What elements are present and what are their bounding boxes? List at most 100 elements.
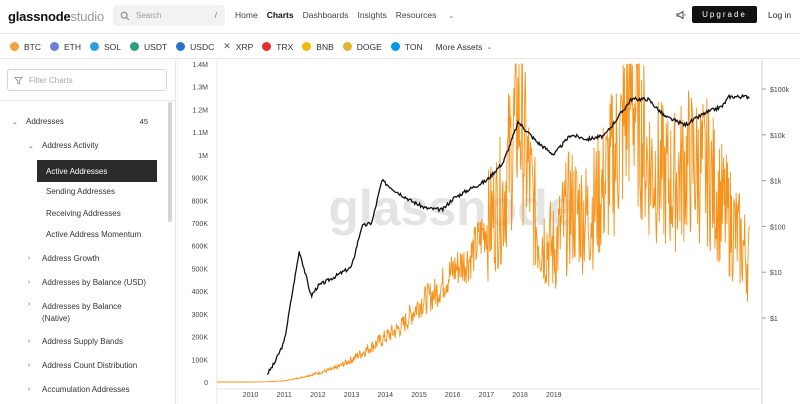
trx-icon <box>262 42 272 51</box>
doge-icon <box>342 42 352 51</box>
asset-label: TRX <box>276 41 294 52</box>
asset-label: USDC <box>190 41 215 52</box>
nav-insights[interactable]: Insights <box>357 10 387 20</box>
group-address-supply-bands[interactable]: › Address Supply Bands <box>28 337 123 346</box>
x-tick-label: 2017 <box>479 392 495 399</box>
chart-sidebar: Filter Charts ⌄ Addresses 45 ⌄ Address A… <box>0 60 176 404</box>
y-left-tick-label: 500K <box>192 266 209 273</box>
category-count: 45 <box>139 117 148 126</box>
x-tick-label: 2016 <box>445 392 461 399</box>
group-address-growth[interactable]: › Address Growth <box>28 254 99 263</box>
x-tick-label: 2014 <box>378 392 394 399</box>
active-addresses-chart[interactable]: glassnode 0 100K 200K 300K 400K 500K 600K 700K 80… <box>177 60 800 404</box>
chevron-right-icon: › <box>28 362 31 369</box>
y-right-tick-label: $1k <box>770 179 782 186</box>
chevron-down-icon: ⌄ <box>28 142 34 150</box>
chart-item-active-addresses[interactable]: Active Addresses <box>37 160 157 182</box>
x-tick-label: 2015 <box>411 392 427 399</box>
more-assets-dropdown[interactable]: More Assets ⌄ <box>436 42 493 52</box>
price-series-line <box>266 93 750 376</box>
asset-label: BNB <box>316 41 334 52</box>
nav-home[interactable]: Home <box>235 10 258 20</box>
y-right-tick-label: $100 <box>770 224 786 231</box>
group-addresses-by-balance-usd[interactable]: › Addresses by Balance (USD) <box>28 278 146 287</box>
chart-item-sending-addresses[interactable]: Sending Addresses <box>46 187 115 196</box>
login-link[interactable]: Log in <box>768 10 792 20</box>
chart-item-active-address-momentum[interactable]: Active Address Momentum <box>46 230 141 239</box>
x-tick-label: 2010 <box>243 392 259 399</box>
asset-tab-sol[interactable]: SOL <box>90 42 121 52</box>
bnb-icon <box>302 42 312 51</box>
y-left-tick-label: 200K <box>192 335 209 342</box>
category-addresses[interactable]: ⌄ Addresses 45 <box>12 117 162 126</box>
y-left-tick-label: 0 <box>204 380 208 387</box>
asset-tab-usdt[interactable]: USDT <box>130 42 167 52</box>
nav-charts[interactable]: Charts <box>266 10 294 20</box>
usdt-icon <box>130 42 140 51</box>
y-left-tick-label: 700K <box>192 221 209 228</box>
btc-icon <box>10 42 19 51</box>
asset-tab-usdc[interactable]: USDC <box>176 42 214 52</box>
group-label: Addresses by Balance (USD) <box>42 278 147 287</box>
logo-main-text: glassnode <box>8 9 71 24</box>
y-left-tick-label: 800K <box>192 198 209 205</box>
search-icon <box>120 11 130 20</box>
eth-icon <box>50 42 59 51</box>
group-addresses-by-balance-native[interactable]: › Addresses by Balance (Native) <box>28 301 147 325</box>
x-tick-label: 2012 <box>310 392 326 399</box>
y-right-tick-label: $10 <box>770 270 782 277</box>
y-left-tick-label: 300K <box>192 312 209 319</box>
filter-icon <box>14 76 23 85</box>
asset-tab-doge[interactable]: DOGE <box>342 41 382 52</box>
y-left-tick-label: 600K <box>192 244 209 251</box>
y-left-tick-label: 1M <box>198 153 208 160</box>
asset-label: SOL <box>104 41 122 52</box>
chevron-right-icon: › <box>28 255 31 262</box>
group-label: Accumulation Addresses <box>42 385 130 394</box>
nav-resources[interactable]: Resources ⌄ <box>396 10 464 20</box>
asset-tab-trx[interactable]: TRX <box>262 42 293 52</box>
sidebar-scrollbar[interactable] <box>168 102 172 222</box>
usdc-icon <box>176 42 186 51</box>
group-address-count-distribution[interactable]: › Address Count Distribution <box>28 361 137 370</box>
glassnode-logo[interactable]: glassnodestudio <box>8 9 104 24</box>
group-accumulation-addresses[interactable]: › Accumulation Addresses <box>28 385 130 394</box>
xrp-icon: ✕ <box>223 41 231 51</box>
y-right-tick-label: $10k <box>770 133 786 140</box>
search-box[interactable]: Search / <box>113 5 225 26</box>
asset-tab-btc[interactable]: BTC <box>10 42 41 52</box>
chart-item-receiving-addresses[interactable]: Receiving Addresses <box>46 209 121 218</box>
chevron-down-icon: ⌄ <box>448 13 455 20</box>
x-tick-label: 2019 <box>546 392 562 399</box>
y-right-tick-label: $1 <box>770 316 778 323</box>
nav-resources-label: Resources <box>395 10 437 20</box>
group-label: Address Growth <box>42 254 100 263</box>
x-tick-label: 2011 <box>277 392 292 399</box>
chart-item-label: Active Address Momentum <box>46 230 142 239</box>
top-navigation-bar: glassnodestudio Search / Home Charts Das… <box>0 0 800 34</box>
y-left-tick-label: 1.2M <box>192 107 208 114</box>
asset-tab-xrp[interactable]: ✕ XRP <box>223 41 253 52</box>
asset-label: DOGE <box>356 41 382 52</box>
asset-tab-bnb[interactable]: BNB <box>302 41 334 52</box>
main-nav: Home Charts Dashboards Insights Resource… <box>235 10 472 20</box>
y-left-tick-label: 100K <box>192 357 209 364</box>
nav-dashboards[interactable]: Dashboards <box>302 10 349 20</box>
filter-charts-input[interactable]: Filter Charts <box>7 69 167 91</box>
megaphone-icon[interactable] <box>676 10 686 20</box>
asset-selector-bar: BTC ETH SOL USDT USDC ✕ XRP TRX BNB DOGE TON More A… <box>0 35 800 59</box>
sidebar-divider <box>0 100 176 101</box>
group-label: Address Activity <box>42 141 99 150</box>
upgrade-button[interactable]: Upgrade <box>692 6 757 23</box>
active-addresses-series-line <box>233 63 750 383</box>
chart-item-label: Receiving Addresses <box>46 209 121 218</box>
asset-tab-ton[interactable]: TON <box>390 42 423 52</box>
search-placeholder: Search <box>136 11 162 20</box>
x-tick-label: 2013 <box>344 392 360 399</box>
more-assets-label: More Assets <box>435 41 483 52</box>
y-left-tick-label: 1.1M <box>192 130 208 137</box>
group-address-activity[interactable]: ⌄ Address Activity <box>28 141 98 150</box>
asset-label: USDT <box>144 41 168 52</box>
asset-tab-eth[interactable]: ETH <box>50 42 81 52</box>
x-tick-label: 2018 <box>512 392 528 399</box>
